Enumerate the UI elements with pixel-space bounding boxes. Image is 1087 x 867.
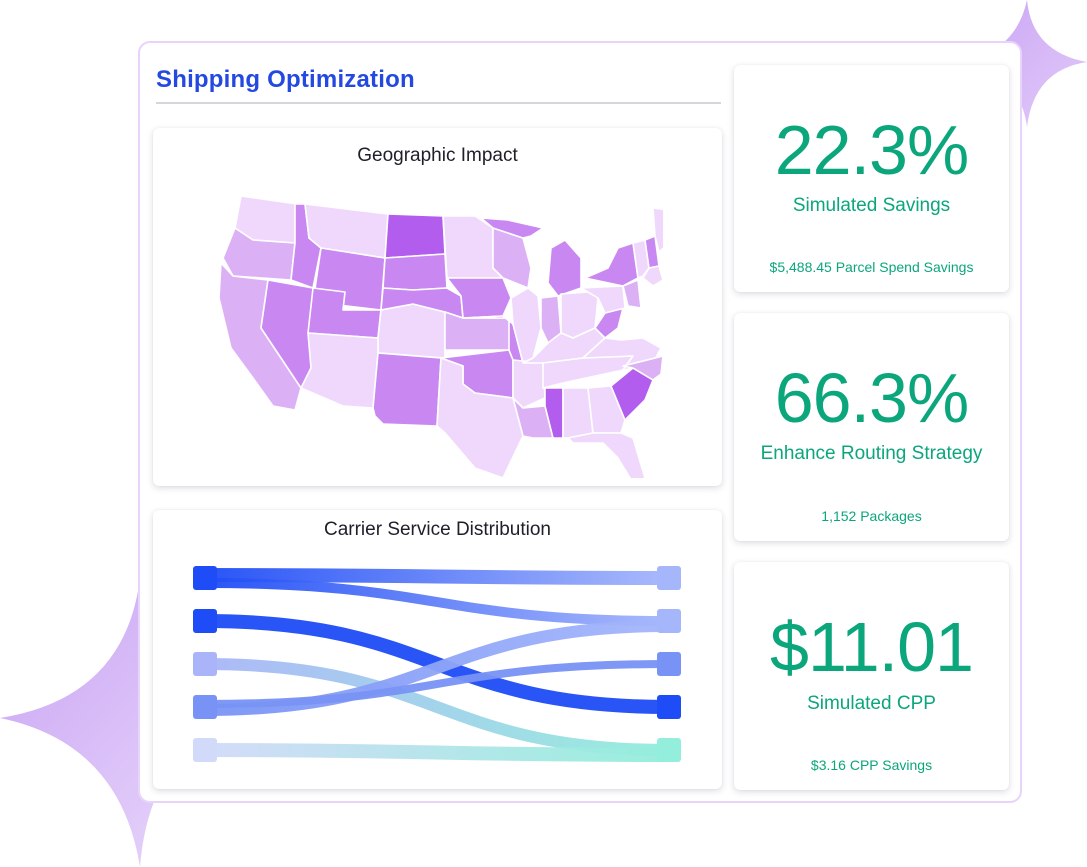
map-state xyxy=(642,265,663,287)
map-state xyxy=(652,207,663,253)
map-state xyxy=(382,253,448,291)
flow-node[interactable] xyxy=(193,695,217,719)
map-state xyxy=(547,239,582,297)
map-state xyxy=(567,432,646,478)
title-divider xyxy=(156,102,721,104)
kpi-subtext: $5,488.45 Parcel Spend Savings xyxy=(769,259,974,275)
kpi-label: Simulated CPP xyxy=(807,693,936,714)
map-state xyxy=(218,262,302,411)
map-state xyxy=(622,279,642,309)
kpi-subtext: $3.16 CPP Savings xyxy=(810,757,933,773)
map-state xyxy=(300,332,379,409)
flow-node[interactable] xyxy=(657,695,681,719)
kpi-label: Simulated Savings xyxy=(792,195,951,216)
flow-node[interactable] xyxy=(193,609,217,633)
map-state xyxy=(512,359,546,409)
map-state xyxy=(377,303,446,359)
us-choropleth-map[interactable] xyxy=(213,188,663,478)
flow-node[interactable] xyxy=(657,566,681,590)
kpi-value: 22.3% xyxy=(774,111,969,189)
kpi-value: 66.3% xyxy=(774,359,969,437)
flow-link[interactable] xyxy=(204,743,670,762)
map-state xyxy=(480,217,544,239)
map-state xyxy=(544,387,564,439)
flow-node[interactable] xyxy=(657,652,681,676)
map-state xyxy=(384,213,446,259)
flow-link[interactable] xyxy=(204,658,670,756)
carrier-distribution-title: Carrier Service Distribution xyxy=(323,519,551,540)
geographic-impact-card: Geographic Impact xyxy=(153,128,722,486)
flow-link[interactable] xyxy=(204,578,670,626)
kpi-subtext: 1,152 Packages xyxy=(821,508,922,524)
map-state xyxy=(594,307,624,339)
sparkle-star-icon xyxy=(960,0,1087,127)
kpi-card-simulated-savings: 22.3% Simulated Savings $5,488.45 Parcel… xyxy=(734,65,1009,292)
kpi-label: Enhance Routing Strategy xyxy=(760,443,983,464)
flow-node[interactable] xyxy=(657,738,681,762)
sparkle-star-icon xyxy=(0,578,250,867)
map-state xyxy=(372,352,442,427)
flow-node[interactable] xyxy=(657,609,681,633)
kpi-card-simulated-cpp: $11.01 Simulated CPP $3.16 CPP Savings xyxy=(734,562,1009,790)
page-title: Shipping Optimization xyxy=(156,66,415,93)
map-state xyxy=(610,367,654,421)
carrier-distribution-card: Carrier Service Distribution xyxy=(153,510,722,789)
map-state xyxy=(510,287,542,364)
kpi-card-routing-strategy: 66.3% Enhance Routing Strategy 1,152 Pac… xyxy=(734,313,1009,541)
flow-node[interactable] xyxy=(193,566,217,590)
flow-node[interactable] xyxy=(193,652,217,676)
map-state xyxy=(622,355,663,381)
carrier-flow-diagram[interactable] xyxy=(153,510,722,789)
kpi-value: $11.01 xyxy=(770,608,974,686)
flow-node[interactable] xyxy=(193,738,217,762)
flow-link[interactable] xyxy=(204,660,670,708)
flow-link[interactable] xyxy=(204,568,670,585)
map-state xyxy=(584,242,639,287)
geographic-impact-title: Geographic Impact xyxy=(357,145,518,166)
